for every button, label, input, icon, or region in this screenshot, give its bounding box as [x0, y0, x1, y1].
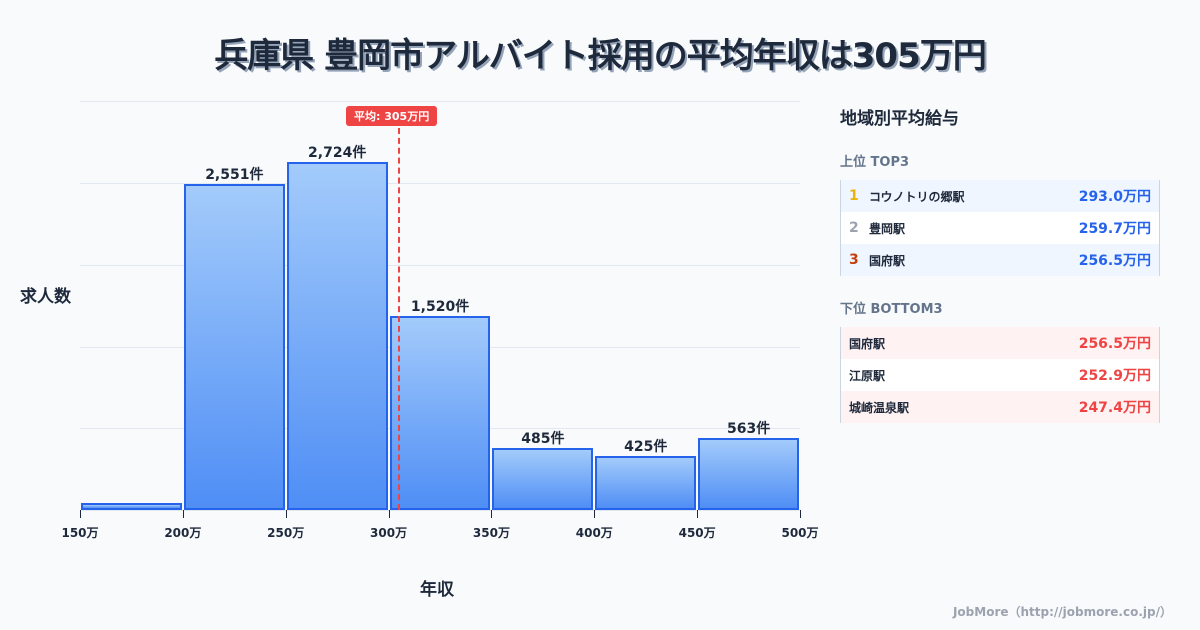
histogram-bar: [698, 438, 799, 510]
table-row: 3 国府駅 256.5万円: [841, 244, 1159, 276]
footer-credit: JobMore（http://jobmore.co.jp/）: [952, 605, 1172, 619]
top3-table: 1 コウノトリの郷駅 293.0万円 2 豊岡駅 259.7万円 3 国府駅 2…: [840, 180, 1160, 276]
x-tick: [80, 510, 81, 518]
x-tick: [594, 510, 596, 518]
station-name: 豊岡駅: [869, 221, 906, 236]
salary-value: 256.5万円: [1078, 336, 1151, 352]
gridline: [80, 101, 800, 102]
salary-value: 252.9万円: [1078, 368, 1151, 384]
regional-salary-panel: 地域別平均給与 上位 TOP3 1 コウノトリの郷駅 293.0万円 2 豊岡駅…: [840, 100, 1160, 423]
bar-value-label: 425件: [624, 438, 668, 455]
x-tick: [285, 510, 287, 518]
bar-value-label: 1,520件: [410, 298, 470, 315]
rank-number: 3: [849, 252, 859, 268]
gridline: [80, 183, 800, 184]
histogram-bar: [286, 161, 388, 510]
station-name: 江原駅: [849, 368, 886, 383]
x-axis-label: 年収: [420, 580, 454, 600]
rank-number: 2: [849, 220, 859, 236]
x-tick-label: 250万: [267, 526, 305, 540]
histogram-bar: [492, 448, 594, 510]
histogram-bar: [81, 502, 182, 510]
x-tick-label: 450万: [678, 526, 716, 540]
x-tick-label: 400万: [575, 526, 613, 540]
salary-value: 293.0万円: [1078, 189, 1151, 205]
x-tick: [182, 510, 184, 518]
table-row: 2 豊岡駅 259.7万円: [841, 212, 1159, 244]
table-row: 国府駅 256.5万円: [841, 327, 1159, 359]
x-tick-label: 300万: [370, 526, 408, 540]
bar-value-label: 485件: [521, 431, 565, 447]
station-name: 城崎温泉駅: [849, 400, 910, 415]
panel-title: 地域別平均給与: [840, 109, 959, 129]
x-tick-label: 150万: [61, 526, 99, 540]
rank-number: 1: [849, 188, 859, 204]
x-tick: [697, 510, 699, 518]
salary-value: 247.4万円: [1078, 400, 1151, 416]
table-row: 江原駅 252.9万円: [841, 359, 1159, 391]
gridline: [80, 265, 800, 266]
page-title: 兵庫県 豊岡市アルバイト採用の平均年収は305万円: [214, 36, 986, 76]
table-row: 城崎温泉駅 247.4万円: [841, 391, 1159, 423]
station-name: 国府駅: [849, 336, 886, 351]
table-row: 1 コウノトリの郷駅 293.0万円: [841, 180, 1159, 212]
x-tick-label: 500万: [781, 526, 819, 540]
mean-line: [398, 128, 400, 510]
bar-value-label: 563件: [727, 421, 771, 438]
mean-badge: 平均: 305万円: [346, 106, 438, 126]
histogram-bar: [183, 183, 285, 510]
x-tick: [388, 510, 390, 518]
histogram-chart: 2,551件 2,724件 1,520件 485件 425件 563件 150万 200万 2…: [20, 101, 819, 600]
bottom3-title: 下位 BOTTOM3: [840, 302, 943, 317]
top3-title: 上位 TOP3: [840, 155, 910, 170]
station-name: 国府駅: [869, 253, 906, 268]
x-tick-label: 200万: [164, 526, 202, 540]
salary-value: 256.5万円: [1078, 253, 1151, 269]
x-tick-label: 350万: [472, 526, 510, 540]
x-axis-line: [80, 510, 800, 511]
histogram-bar: [595, 455, 697, 510]
bottom3-table: 国府駅 256.5万円 江原駅 252.9万円 城崎温泉駅 247.4万円: [840, 327, 1160, 423]
bar-value-label: 2,551件: [205, 166, 264, 183]
bar-value-label: 2,724件: [308, 144, 367, 161]
histogram-bar: [389, 315, 491, 510]
y-axis-label: 求人数: [20, 287, 71, 307]
x-tick: [800, 510, 801, 518]
x-tick: [491, 510, 493, 518]
station-name: コウノトリの郷駅: [869, 189, 965, 204]
salary-value: 259.7万円: [1078, 221, 1151, 237]
